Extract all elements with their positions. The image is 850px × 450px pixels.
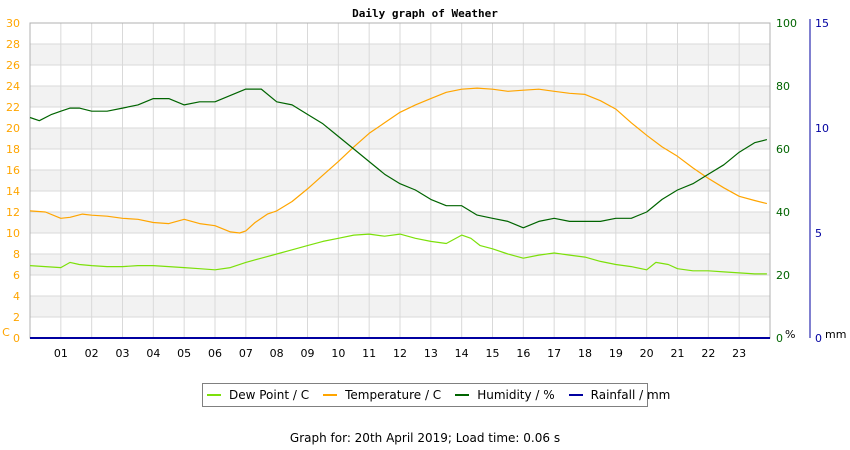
humidity-axis-tick-label: 40 — [776, 206, 790, 219]
left-axis-tick-label: 20 — [6, 122, 20, 135]
footer-text: Graph for: 20th April 2019; Load time: 0… — [289, 431, 561, 445]
x-axis-tick-label: 22 — [701, 347, 715, 360]
legend-swatch — [207, 394, 221, 396]
series-line-temperature — [29, 87, 768, 234]
rainfall-axis-unit: mm — [825, 328, 846, 341]
x-axis-tick-label: 21 — [671, 347, 685, 360]
series-layer — [29, 87, 770, 339]
left-axis-tick-label: 18 — [6, 143, 20, 156]
left-axis-tick-label: 28 — [6, 38, 20, 51]
left-axis-tick-label: 14 — [6, 185, 20, 198]
legend-label: Temperature / C — [345, 388, 442, 402]
x-axis-tick-label: 04 — [146, 347, 160, 360]
x-axis-tick-label: 02 — [85, 347, 99, 360]
legend-item: Rainfall / mm — [568, 388, 671, 402]
series-line-dew-point — [29, 233, 767, 275]
x-axis-tick-label: 17 — [547, 347, 561, 360]
x-axis-tick-label: 08 — [270, 347, 284, 360]
humidity-axis-tick-label: 0 — [776, 332, 783, 345]
rainfall-axis-tick-label: 15 — [815, 17, 829, 30]
rainfall-axis-tick-label: 10 — [815, 122, 829, 135]
left-axis-tick-label: 24 — [6, 80, 20, 93]
x-axis-tick-label: 14 — [455, 347, 469, 360]
left-axis-tick-label: 10 — [6, 227, 20, 240]
left-axis-tick-label: 0 — [13, 332, 20, 345]
legend: Dew Point / C Temperature / C Humidity / %… — [202, 383, 670, 407]
left-axis-tick-label: 6 — [13, 269, 20, 282]
left-axis-tick-label: 22 — [6, 101, 20, 114]
x-axis-tick-label: 07 — [239, 347, 253, 360]
x-axis-tick-label: 06 — [208, 347, 222, 360]
x-axis-tick-label: 01 — [54, 347, 68, 360]
legend-label: Rainfall / mm — [590, 388, 671, 402]
x-axis-tick-label: 23 — [732, 347, 746, 360]
legend-item: Humidity / % — [455, 388, 555, 402]
left-axis-tick-label: 12 — [6, 206, 20, 219]
legend-swatch — [323, 394, 338, 396]
x-axis-tick-label: 03 — [116, 347, 130, 360]
left-axis-tick-label: 4 — [13, 290, 20, 303]
humidity-axis-tick-label: 100 — [776, 17, 797, 30]
x-axis-tick-label: 13 — [424, 347, 438, 360]
left-axis-tick-label: 2 — [13, 311, 20, 324]
legend-swatch — [455, 394, 470, 396]
x-axis-tick-label: 19 — [609, 347, 623, 360]
legend-item: Dew Point / C — [207, 388, 309, 402]
series-line-humidity — [29, 88, 768, 229]
humidity-axis-tick-label: 20 — [776, 269, 790, 282]
rainfall-axis-tick-label: 5 — [815, 227, 822, 240]
left-axis-tick-label: 30 — [6, 17, 20, 30]
x-axis-tick-label: 15 — [486, 347, 500, 360]
legend-item: Temperature / C — [323, 388, 441, 402]
x-axis-tick-label: 10 — [331, 347, 345, 360]
x-axis-tick-label: 09 — [301, 347, 315, 360]
legend-label: Dew Point / C — [229, 388, 310, 402]
x-axis-tick-label: 20 — [640, 347, 654, 360]
x-axis-tick-label: 12 — [393, 347, 407, 360]
rainfall-axis-tick-label: 0 — [815, 332, 822, 345]
x-axis-tick-label: 05 — [177, 347, 191, 360]
left-axis-unit: C — [2, 326, 10, 339]
x-axis-tick-label: 11 — [362, 347, 376, 360]
legend-swatch — [568, 394, 583, 396]
humidity-axis-tick-label: 80 — [776, 80, 790, 93]
left-axis-tick-label: 8 — [13, 248, 20, 261]
chart-title: Daily graph of Weather — [352, 7, 498, 20]
x-axis-tick-label: 16 — [516, 347, 530, 360]
legend-label: Humidity / % — [477, 388, 555, 402]
humidity-axis-tick-label: 60 — [776, 143, 790, 156]
left-axis-tick-label: 26 — [6, 59, 20, 72]
left-axis-tick-label: 16 — [6, 164, 20, 177]
humidity-axis-unit: % — [785, 328, 795, 341]
x-axis-tick-label: 18 — [578, 347, 592, 360]
